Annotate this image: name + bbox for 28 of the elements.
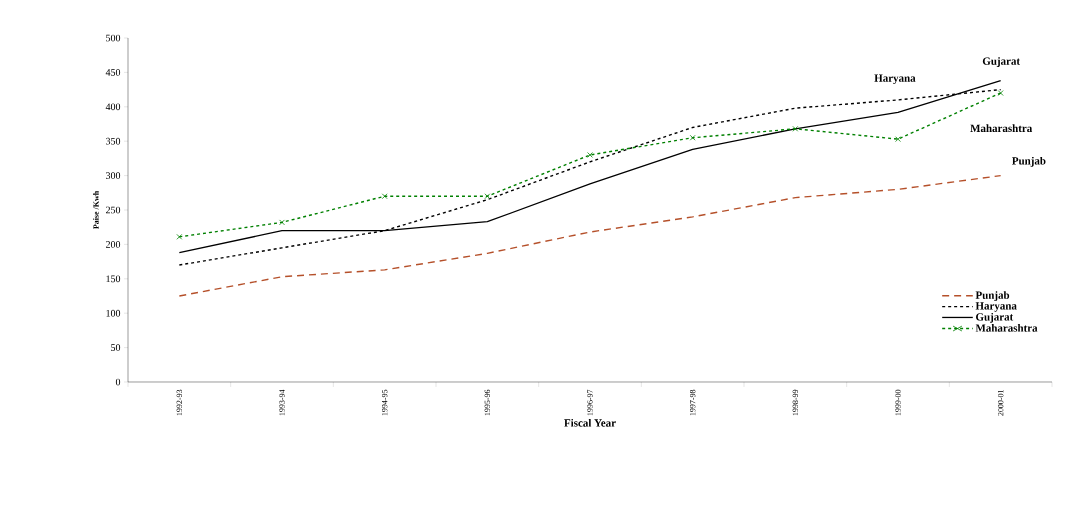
point	[279, 219, 285, 226]
y-tick-label: 100	[106, 309, 121, 317]
y-tick-label: 450	[105, 69, 121, 76]
point	[176, 233, 183, 240]
y-tick-label: 200	[105, 241, 121, 248]
y-tick-label: 0	[115, 378, 121, 386]
y-tick-label: 50	[111, 344, 121, 351]
y-tick-label: 350	[106, 137, 121, 145]
annotation: Punjab	[1012, 156, 1046, 167]
y-tick-label: 250	[105, 206, 121, 214]
legend-label: Haryana	[975, 302, 1017, 312]
legend-label: Gujarat	[976, 312, 1014, 323]
point	[484, 193, 491, 200]
point	[689, 134, 696, 141]
annotation: Gujarat	[982, 57, 1020, 68]
y-tick-label: 150	[106, 275, 121, 283]
legend-label: Punjab	[975, 291, 1010, 302]
annotation: Haryana	[874, 74, 916, 85]
point	[895, 136, 901, 142]
y-tick-label: 400	[105, 103, 121, 111]
legend-label: Maharashtra	[975, 324, 1038, 332]
point	[792, 125, 799, 132]
point	[381, 193, 388, 200]
annotation: Maharashtra	[970, 124, 1033, 132]
point	[997, 90, 1004, 96]
x-axis-title: Fiscal Year	[564, 418, 616, 427]
y-tick-label: 300	[106, 172, 121, 179]
y-tick-label: 500	[106, 34, 121, 42]
